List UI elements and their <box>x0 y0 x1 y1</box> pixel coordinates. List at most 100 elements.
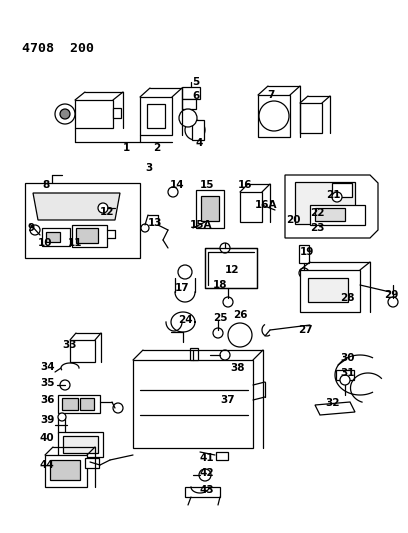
Text: 19: 19 <box>300 247 315 257</box>
Text: 43: 43 <box>200 485 215 495</box>
Text: 37: 37 <box>220 395 235 405</box>
Text: 38: 38 <box>230 363 244 373</box>
Text: 34: 34 <box>40 362 55 372</box>
Circle shape <box>58 413 66 421</box>
Circle shape <box>185 120 205 140</box>
Bar <box>85 458 99 468</box>
Circle shape <box>213 328 223 338</box>
Circle shape <box>98 203 108 213</box>
Circle shape <box>228 323 252 347</box>
Circle shape <box>340 375 350 385</box>
Bar <box>63 436 98 453</box>
Text: 31: 31 <box>340 368 355 378</box>
Text: 6: 6 <box>192 91 199 101</box>
Circle shape <box>220 350 230 360</box>
Bar <box>58 418 65 433</box>
Text: 25: 25 <box>213 313 228 323</box>
Text: 4: 4 <box>195 138 202 148</box>
Bar <box>76 228 98 243</box>
Bar <box>50 460 80 480</box>
Text: 35: 35 <box>40 378 55 388</box>
Bar <box>46 232 60 242</box>
Bar <box>70 340 95 362</box>
Text: 21: 21 <box>326 190 341 200</box>
Bar <box>205 248 257 288</box>
Text: 33: 33 <box>62 340 77 350</box>
Bar <box>185 487 220 497</box>
Bar <box>182 99 196 109</box>
Text: 15: 15 <box>200 180 215 190</box>
Bar <box>332 183 352 197</box>
Circle shape <box>299 268 309 278</box>
Circle shape <box>60 109 70 119</box>
Text: 41: 41 <box>200 453 215 463</box>
Text: 44: 44 <box>40 460 55 470</box>
Polygon shape <box>33 193 120 220</box>
Bar <box>299 245 309 263</box>
Bar <box>308 278 348 302</box>
Text: 39: 39 <box>40 415 54 425</box>
Bar <box>80 398 94 410</box>
Bar <box>190 348 198 360</box>
Bar <box>147 104 165 128</box>
Bar <box>315 208 345 221</box>
Text: 15A: 15A <box>190 220 213 230</box>
Bar <box>182 87 200 99</box>
Circle shape <box>259 101 289 131</box>
Bar <box>201 196 219 221</box>
Bar <box>58 395 100 413</box>
Text: 30: 30 <box>340 353 355 363</box>
Text: 10: 10 <box>38 238 53 248</box>
Circle shape <box>30 225 40 235</box>
Text: 13: 13 <box>148 218 162 228</box>
Text: 20: 20 <box>286 215 301 225</box>
Text: 16A: 16A <box>255 200 277 210</box>
Text: 17: 17 <box>175 283 190 293</box>
Text: 3: 3 <box>145 163 152 173</box>
Text: 28: 28 <box>340 293 355 303</box>
Bar <box>62 398 78 410</box>
Bar <box>240 192 262 222</box>
Text: 32: 32 <box>325 398 339 408</box>
Circle shape <box>223 297 233 307</box>
Bar <box>140 97 172 135</box>
Text: 14: 14 <box>170 180 185 190</box>
Text: 36: 36 <box>40 395 55 405</box>
Bar <box>25 183 140 258</box>
Bar <box>336 370 354 380</box>
Text: 40: 40 <box>40 433 55 443</box>
Text: 27: 27 <box>298 325 313 335</box>
Text: 12: 12 <box>100 207 115 217</box>
Bar <box>196 190 224 228</box>
Circle shape <box>55 104 75 124</box>
Circle shape <box>220 243 230 253</box>
Bar <box>295 182 355 224</box>
Circle shape <box>199 469 211 481</box>
Bar <box>58 432 103 457</box>
Text: 18: 18 <box>213 280 228 290</box>
Bar <box>216 452 228 460</box>
Bar <box>42 228 70 246</box>
Bar <box>45 455 87 487</box>
Polygon shape <box>315 402 355 415</box>
Text: 12: 12 <box>225 265 239 275</box>
Text: 2: 2 <box>153 143 160 153</box>
Text: 5: 5 <box>192 77 199 87</box>
Text: 8: 8 <box>42 180 49 190</box>
Text: 11: 11 <box>68 238 82 248</box>
Text: 1: 1 <box>123 143 130 153</box>
Text: 23: 23 <box>310 223 324 233</box>
Polygon shape <box>285 175 378 238</box>
Bar <box>75 100 113 128</box>
Text: 29: 29 <box>384 290 398 300</box>
Text: 42: 42 <box>200 468 215 478</box>
Bar <box>113 108 121 118</box>
Text: 7: 7 <box>267 90 274 100</box>
Circle shape <box>178 265 192 279</box>
Bar <box>258 95 290 137</box>
Bar <box>310 205 365 225</box>
Text: 26: 26 <box>233 310 248 320</box>
Bar <box>300 103 322 133</box>
Text: 4708  200: 4708 200 <box>22 42 94 55</box>
Bar <box>300 270 360 312</box>
